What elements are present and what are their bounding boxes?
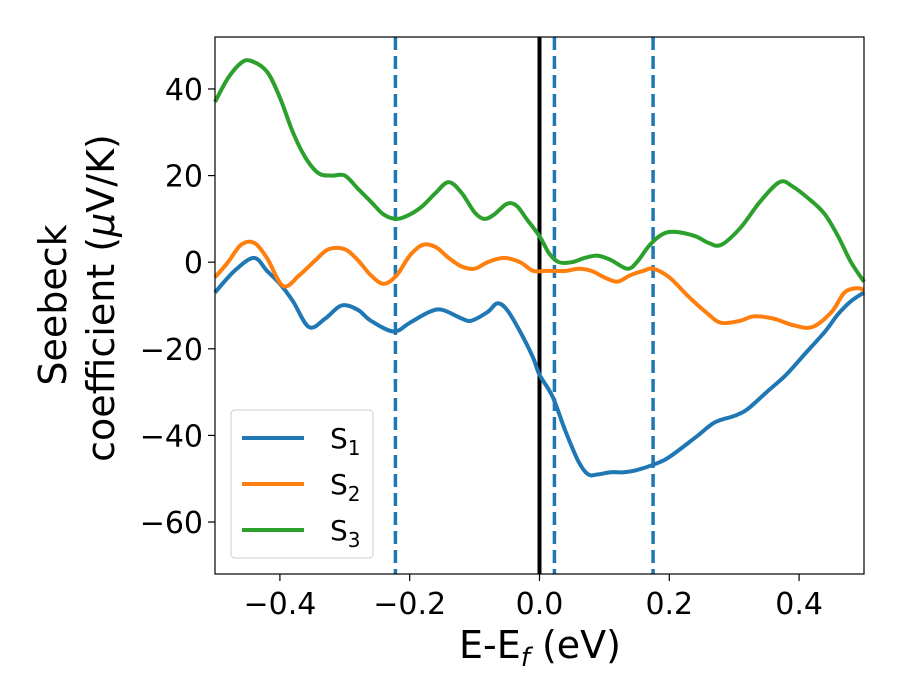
x-axis-title-main: E-E <box>459 623 521 667</box>
x-tick-label: 0.2 <box>645 587 693 622</box>
x-tick-label: −0.2 <box>373 587 446 622</box>
x-tick-label: 0.0 <box>516 587 564 622</box>
x-tick-label: 0.4 <box>775 587 823 622</box>
y-axis: 40 20 0 −20 −40 −60 <box>140 73 215 541</box>
series-lines <box>213 58 866 478</box>
series-line-s3 <box>213 58 866 283</box>
y-tick-label: 20 <box>165 160 203 195</box>
legend: S1 S2 S3 <box>230 409 374 559</box>
legend-label-s3: S3 <box>330 514 361 552</box>
x-axis-title-unit: (eV) <box>530 623 621 667</box>
y-axis-title-line2: coefficient (μV/K) <box>79 134 123 462</box>
y-axis-title-text: coefficient ( <box>79 237 123 462</box>
y-tick-label: −60 <box>140 506 203 541</box>
x-axis-title: E-Ef (eV) <box>459 623 621 673</box>
y-axis-title-mu: μ <box>79 213 123 238</box>
y-axis-title-line1: Seebeck <box>31 224 75 385</box>
series-line-s2 <box>213 239 865 330</box>
y-tick-label: −20 <box>140 333 203 368</box>
legend-label-s1: S1 <box>330 422 361 460</box>
series-line-s1 <box>213 255 866 478</box>
x-tick-label: −0.4 <box>243 587 316 622</box>
y-tick-label: 0 <box>184 246 203 281</box>
x-axis: −0.4 −0.2 0.0 0.2 0.4 <box>243 574 823 622</box>
y-tick-label: −40 <box>140 419 203 454</box>
reference-lines <box>393 37 655 574</box>
y-tick-label: 40 <box>165 73 203 108</box>
legend-label-s2: S2 <box>330 468 361 506</box>
y-axis-title-unit: V/K) <box>79 134 123 213</box>
